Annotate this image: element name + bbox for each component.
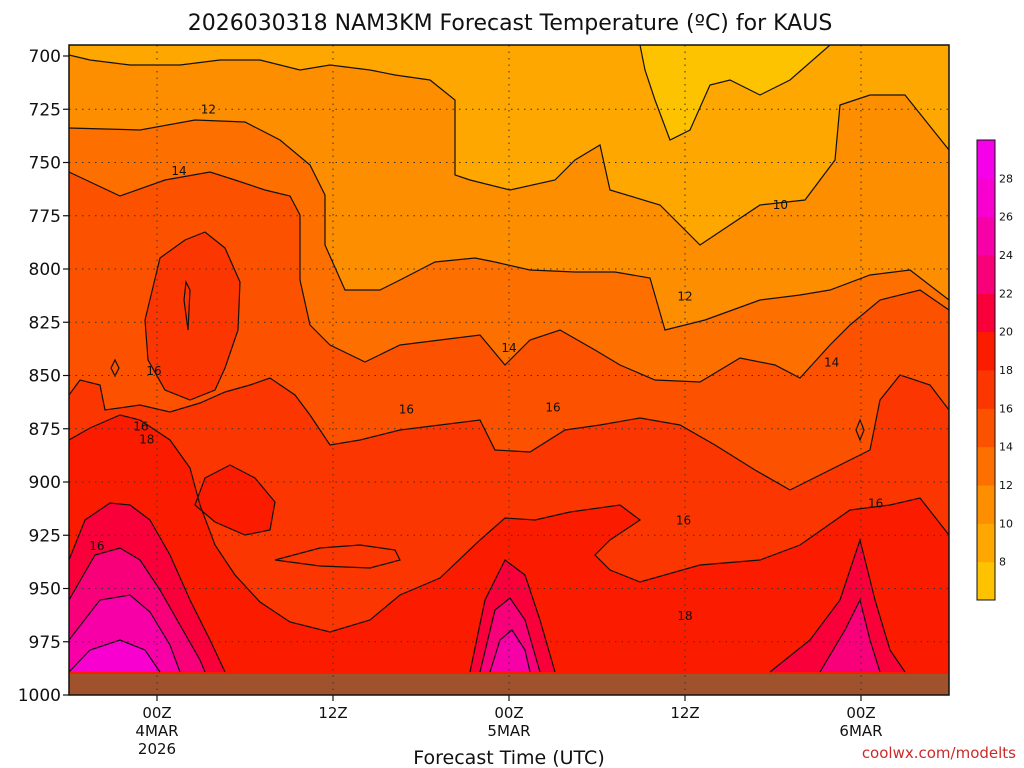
colorbar-tick-label: 8 [999, 556, 1006, 569]
contour-16-pocket [144, 231, 241, 401]
terrain-band [69, 674, 949, 695]
colorbar-swatch [977, 216, 995, 256]
contour-label: 14 [824, 356, 839, 370]
contour-label: 14 [501, 341, 516, 355]
colorbar-tick-label: 28 [999, 172, 1013, 185]
band-14 [69, 415, 949, 695]
contour-14 [69, 171, 949, 383]
contour-label: 12 [201, 102, 216, 116]
colorbar-swatch [977, 255, 995, 294]
band-18 [69, 640, 160, 672]
colorbar-swatch [977, 178, 995, 218]
y-tick-label: 700 [29, 47, 61, 67]
y-tick-label: 875 [29, 420, 61, 440]
contour-12 [69, 119, 949, 331]
contour-18 [69, 414, 949, 633]
colorbar-tick-label: 16 [999, 402, 1013, 415]
y-tick-label: 725 [29, 100, 61, 120]
contour-small-loop-a [183, 279, 191, 331]
colorbar-swatch [977, 561, 995, 601]
colorbar-tick-label: 24 [999, 249, 1013, 262]
colorbar-frame [976, 139, 996, 601]
band-8 [640, 45, 830, 140]
credit-text: coolwx.com/modelts [862, 744, 1016, 762]
contour-label: 18 [677, 609, 692, 623]
contour-10 [69, 54, 949, 246]
x-tick-label: 6MAR [839, 722, 882, 740]
band-14-inner-a [195, 465, 275, 535]
y-tick-label: 750 [29, 154, 61, 174]
colorbar-tick-label: 18 [999, 364, 1013, 377]
y-tick-label: 950 [29, 580, 61, 600]
contour-label: 16 [676, 513, 691, 527]
chart-title: 2026030318 NAM3KM Forecast Temperature (… [188, 11, 833, 36]
x-axis-label: Forecast Time (UTC) [413, 747, 604, 768]
contour-label: 16 [146, 364, 161, 378]
contour-26 [69, 639, 161, 673]
contour-24 [69, 594, 531, 673]
y-tick-label: 900 [29, 473, 61, 493]
colorbar: 8 10 12 14 16 18 20 22 24 26 28 [976, 139, 1013, 601]
colorbar-swatch [977, 140, 995, 179]
contour-label: 12 [677, 290, 692, 304]
x-tick-label: 00Z [846, 704, 875, 722]
contour-label: 10 [773, 198, 788, 212]
x-tick-label: 12Z [670, 704, 699, 722]
colorbar-tick-label: 12 [999, 479, 1013, 492]
colorbar-swatch [977, 331, 995, 371]
colorbar-tick-label: 26 [999, 211, 1013, 224]
contour-small-loop-c [855, 418, 865, 442]
y-tick-label: 850 [29, 367, 61, 387]
colorbar-swatch [977, 485, 995, 524]
contour-label: 14 [171, 164, 186, 178]
y-axis: 700 725 750 775 800 825 850 875 900 925 950 975 1000 [18, 47, 69, 706]
band-12-pocket [145, 232, 240, 400]
colorbar-swatch [977, 523, 995, 563]
contour-20 [69, 502, 906, 673]
colorbar-tick-label: 14 [999, 441, 1013, 454]
contour-16-inner [274, 544, 401, 569]
contour-label: 16 [868, 496, 883, 510]
band-9 [69, 45, 949, 245]
x-tick-label: 12Z [318, 704, 347, 722]
contour-label: 18 [139, 432, 154, 446]
y-tick-label: 800 [29, 260, 61, 280]
contour-18-inner [194, 464, 276, 536]
y-tick-label: 975 [29, 633, 61, 653]
y-tick-label: 925 [29, 526, 61, 546]
grid-lines [69, 45, 949, 695]
contour-lines [69, 45, 949, 673]
y-tick-label: 1000 [18, 686, 61, 706]
contour-16 [69, 374, 949, 491]
x-tick-label: 4MAR [135, 722, 178, 740]
contour-label: 16 [399, 403, 414, 417]
x-tick-label: 00Z [494, 704, 523, 722]
contour-22 [69, 547, 881, 673]
contour-label: 16 [133, 420, 148, 434]
colorbar-swatch [977, 293, 995, 333]
colorbar-swatch [977, 446, 995, 486]
contour-label: 16 [89, 539, 104, 553]
x-tick-label: 5MAR [487, 722, 530, 740]
contour-label: 16 [545, 400, 560, 414]
x-tick-label: 00Z [142, 704, 171, 722]
colorbar-swatch [977, 370, 995, 409]
colorbar-tick-label: 10 [999, 517, 1013, 530]
colorbar-tick-label: 20 [999, 326, 1013, 339]
colorbar-swatch [977, 408, 995, 448]
y-tick-label: 775 [29, 207, 61, 227]
colorbar-tick-label: 22 [999, 287, 1013, 300]
contour-8 [639, 45, 831, 141]
x-tick-label: 2026 [138, 740, 176, 758]
y-tick-label: 825 [29, 313, 61, 333]
